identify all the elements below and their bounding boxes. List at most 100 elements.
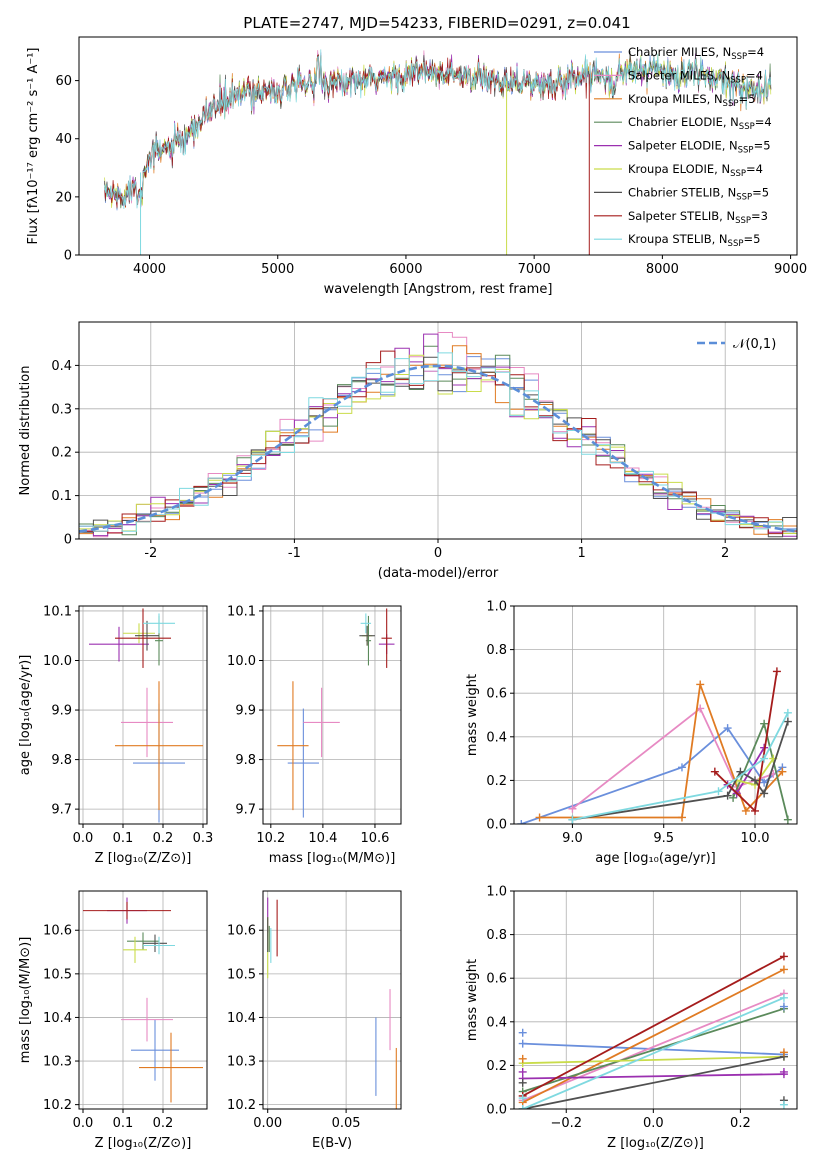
legend-entry: Salpeter STELIB, NSSP=3 [628,209,768,226]
weight-marker [517,820,526,824]
x-axis-label: E(B-V) [312,1136,352,1151]
weight-marker [779,1002,788,1011]
residuals-panel: -2 -1 0 1 2 0 0.1 0.2 0.3 0.4 (data-model)/error No… [18,321,798,581]
y-tick-label: 0.4 [51,359,72,374]
mass-weight-vs-metallicity-panel: −0.2 0.0 0.2 0.0 0.2 0.4 0.6 0.8 1.0 Z [log₁₀(Z/Z… [465,885,798,1151]
plot-area [104,49,772,255]
weight-marker [779,952,788,961]
y-tick-label: 0.0 [486,1103,507,1118]
y-axis-label: mass weight [465,959,480,1041]
weight-marker [714,787,723,796]
y-axis-label: age [log₁₀(age/yr)] [18,655,33,776]
plot-area [267,897,397,1109]
weight-marker [779,1067,788,1076]
weight-marker [760,719,769,728]
legend-entry: Chabrier STELIB, NSSP=5 [628,185,769,202]
y-tick-label: 10.3 [227,1055,256,1070]
y-tick-label: 10.0 [227,654,256,669]
x-tick-label: 9000 [774,262,807,277]
x-tick-label: 9.0 [562,831,583,846]
spectrum-series-9 [104,49,772,210]
y-tick-label: 9.7 [51,803,72,818]
x-tick-label: 6000 [389,262,422,277]
weight-line-1 [521,726,783,824]
axes-frame [513,890,798,1110]
x-tick-label: 0.2 [153,831,174,846]
weight-marker [779,965,788,974]
weight-marker [779,993,788,1002]
y-tick-label: 0.8 [486,928,507,943]
x-axis-label: Z [log₁₀(Z/Z⊙)] [95,1136,192,1151]
axes-frame [262,605,402,825]
x-tick-label: 0.2 [153,1116,174,1131]
y-tick-label: 10.2 [227,1098,256,1113]
y-tick-label: 10.5 [227,967,256,982]
y-axis-label: mass weight [465,674,480,756]
weight-marker [772,667,781,676]
weight-marker [723,724,732,733]
axes-frame [78,890,208,1110]
weight-marker [751,806,760,815]
weight-line-9 [522,996,785,1109]
y-tick-label: 10.2 [43,1098,72,1113]
x-tick-label: 4000 [133,262,166,277]
age-vs-metallicity-panel: 0.0 0.1 0.2 0.3 9.7 9.8 9.9 10.0 10.1 Z [log₁₀(Z/… [18,604,213,866]
legend-entry: Salpeter MILES, NSSP=4 [628,68,763,85]
x-tick-label: 9.5 [653,831,674,846]
weight-line-7 [572,721,789,821]
y-tick-label: 10.5 [43,967,72,982]
weight-marker [518,1067,527,1076]
x-tick-label: 10.6 [360,831,389,846]
spectrum-panel: 4000 5000 6000 7000 8000 9000 0 20 40 60 wavelengt… [26,36,807,297]
y-tick-label: 0.8 [486,643,507,658]
y-axis-label: Flux [fλ10⁻¹⁷ erg cm⁻² s⁻¹ A⁻¹] [26,48,41,245]
weight-line-2 [571,707,774,810]
weight-marker [741,806,750,815]
y-tick-label: 40 [55,132,72,147]
plot-area [89,608,203,823]
legend-entry: Kroupa STELIB, NSSP=5 [628,232,760,249]
x-tick-label: 5000 [261,262,294,277]
x-tick-label: 0.00 [253,1116,282,1131]
x-tick-label: 1 [577,546,585,561]
plot-area [517,667,792,824]
y-tick-label: 0.3 [51,402,72,417]
x-tick-label: 0.3 [193,831,214,846]
y-tick-label: 9.9 [51,704,72,719]
x-tick-label: 8000 [646,262,679,277]
y-tick-label: 0 [64,533,72,548]
weight-line-7 [522,1055,785,1109]
x-tick-label: 0.0 [73,831,94,846]
x-tick-label: -2 [144,546,157,561]
y-tick-label: 10.6 [227,924,256,939]
x-tick-label: 0.1 [113,1116,134,1131]
y-tick-label: 0.2 [486,1059,507,1074]
weight-marker [783,708,792,717]
weight-marker [518,1078,527,1087]
y-tick-label: 0.2 [51,446,72,461]
gaussian-curve [79,364,797,533]
y-tick-label: 0.1 [51,489,72,504]
y-tick-label: 0.6 [486,687,507,702]
y-tick-label: 1.0 [486,600,507,615]
y-tick-label: 10.3 [43,1055,72,1070]
plot-area [83,897,203,1103]
y-tick-label: 10.1 [227,604,256,619]
y-tick-label: 0.6 [486,972,507,987]
y-tick-label: 20 [55,190,72,205]
y-tick-label: 60 [55,74,72,89]
y-tick-label: 0.4 [486,730,507,745]
axes-frame [78,605,208,825]
plot-area [79,332,797,538]
x-axis-label: (data-model)/error [378,566,499,581]
x-tick-label: 0.1 [113,831,134,846]
weight-marker [710,767,719,776]
x-tick-label: 10.2 [256,831,285,846]
x-tick-label: 0.2 [730,1116,751,1131]
plot-area [277,608,395,818]
x-tick-label: 7000 [518,262,551,277]
y-axis-label: Normed distribution [18,366,33,496]
weight-marker [568,815,577,824]
x-tick-label: 10.4 [308,831,337,846]
